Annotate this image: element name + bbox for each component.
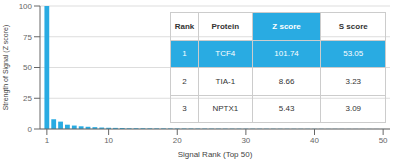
svg-text:1: 1: [45, 136, 50, 145]
html-text:3.23: 3.23: [345, 76, 361, 86]
html-text:TIA-1: TIA-1: [215, 76, 236, 86]
svg-text:40: 40: [310, 136, 319, 145]
svg-text:50: 50: [379, 136, 388, 145]
svg-text:0: 0: [28, 125, 33, 134]
html-text:8.66: 8.66: [278, 76, 295, 86]
svg-text:25: 25: [23, 94, 32, 103]
html-text:TCF4: TCF4: [215, 49, 236, 59]
svg-text:30: 30: [241, 136, 250, 145]
svg-text:Strength of Signal (Z score): Strength of Signal (Z score): [8, 25, 10, 111]
html-text:Rank: Rank: [174, 21, 195, 31]
html-text:101.74: 101.74: [274, 49, 299, 59]
html-text:3: 3: [182, 104, 187, 114]
html-text:S score: S score: [338, 21, 368, 31]
svg-text:100: 100: [19, 2, 33, 11]
html-text:Z score: Z score: [272, 21, 301, 31]
svg-text:Signal Rank (Top 50): Signal Rank (Top 50): [178, 150, 253, 159]
svg-text:50: 50: [23, 63, 32, 72]
svg-text:20: 20: [173, 136, 182, 145]
svg-text:10: 10: [104, 136, 113, 145]
html-text:5.43: 5.43: [278, 104, 295, 114]
html-text:Protein: Protein: [211, 21, 240, 31]
html-text:2: 2: [182, 76, 187, 86]
html-text:1: 1: [182, 49, 187, 59]
html-text:NPTX1: NPTX1: [212, 104, 239, 114]
html-text:3.09: 3.09: [345, 104, 361, 114]
svg-text:75: 75: [23, 33, 32, 42]
html-text:53.05: 53.05: [343, 49, 364, 59]
